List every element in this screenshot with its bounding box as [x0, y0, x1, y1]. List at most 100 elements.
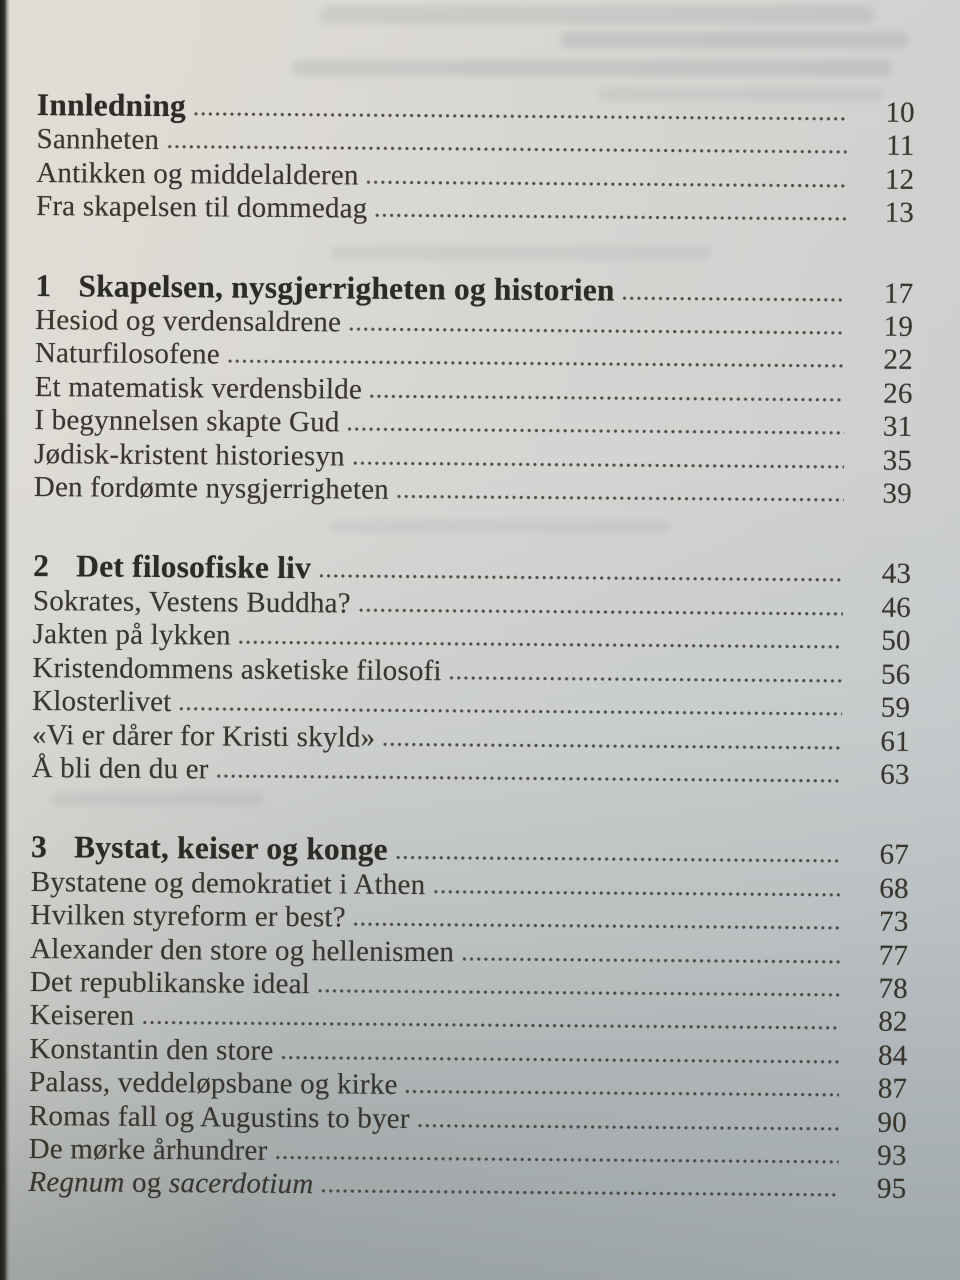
page-number: 90 [877, 1106, 908, 1139]
toc-section: Innledning 10 Sannheten 11 Antikken og midde… [36, 87, 915, 231]
toc-content: Innledning 10 Sannheten 11 Antikken og midde… [28, 87, 915, 1207]
dot-leader [366, 179, 847, 189]
page-number: 50 [881, 624, 911, 658]
dot-leader [433, 888, 841, 898]
toc-section: 2 Det filosofiske liv 43 Sokrates, Vestens … [32, 548, 912, 792]
page-number: 17 [883, 277, 914, 310]
entry-title: Romas fall og Augustins to byer [28, 1099, 410, 1135]
page-number: 95 [876, 1173, 907, 1206]
heading-title: Innledning [36, 87, 187, 124]
page-number: 10 [885, 96, 915, 129]
dot-leader [395, 855, 841, 864]
entry-title: Konstantin den store [29, 1032, 274, 1067]
dot-leader [417, 1122, 839, 1131]
dot-leader [347, 426, 845, 436]
page-number: 78 [878, 972, 909, 1005]
dot-leader [462, 955, 841, 964]
toc-list: Innledning 10 Sannheten 11 Antikken og midde… [28, 87, 915, 1207]
dot-leader [352, 460, 845, 470]
entry-title: Regnum og sacerdotium [28, 1166, 313, 1202]
showthrough-text-ghost [320, 6, 875, 24]
showthrough-text-ghost [292, 60, 892, 76]
page-number: 56 [880, 658, 911, 691]
entry-title: Bystatene og demokratiet i Athen [30, 865, 426, 901]
dot-leader [227, 358, 845, 369]
toc-section: 3 Bystat, keiser og konge 67 Bystatene og d… [28, 829, 910, 1206]
page-number: 22 [883, 344, 914, 377]
dot-leader [358, 607, 843, 617]
page-number: 84 [877, 1039, 908, 1072]
entry-title: Sannheten [36, 123, 160, 157]
page-number: 13 [884, 196, 915, 230]
heading-title: Skapelsen, nysgjerrigheten og historien [78, 267, 615, 308]
chapter-number: 1 [35, 267, 52, 303]
toc-entry-row: Fra skapelsen til dommedag 13 [36, 190, 914, 230]
entry-title: Naturfilosofene [34, 337, 221, 371]
dot-leader [622, 295, 846, 302]
page-number: 87 [877, 1072, 908, 1106]
page-number: 46 [881, 591, 912, 624]
dot-leader [179, 706, 843, 717]
dot-leader [405, 1089, 840, 1098]
entry-title: Antikken og middelalderen [36, 156, 359, 192]
showthrough-text-ghost [330, 520, 670, 533]
entry-title: Klosterlivet [32, 685, 172, 719]
page-number: 26 [883, 377, 913, 410]
entry-title: Palass, veddeløpsbane og kirke [29, 1066, 398, 1102]
dot-leader [238, 639, 843, 650]
page-number: 73 [878, 905, 909, 938]
page-number: 77 [878, 939, 909, 972]
entry-title: Sokrates, Vestens Buddha? [32, 584, 351, 620]
page-number: 35 [882, 444, 913, 477]
page-number: 68 [879, 872, 909, 905]
entry-title: I begynnelsen skapte Gud [34, 404, 340, 439]
dot-leader [281, 1054, 840, 1065]
entry-title: Hesiod og verdensaldrene [35, 304, 342, 339]
dot-leader [216, 773, 842, 784]
entry-title: Fra skapelsen til dommedag [35, 190, 368, 225]
dot-leader [321, 1188, 839, 1198]
entry-title: Kristendommens asketiske filosofi [32, 651, 442, 687]
page-number: 11 [886, 130, 915, 163]
dot-leader [317, 988, 840, 998]
entry-title-segment: Regnum [28, 1166, 125, 1200]
entry-title: Å bli den du er [31, 751, 209, 786]
entry-title: Alexander den store og hellenismen [30, 932, 455, 968]
entry-title-segment: og [124, 1167, 170, 1200]
dot-leader [167, 144, 847, 155]
page-number: 82 [878, 1005, 908, 1039]
entry-title: Jødisk-kristent historiesyn [34, 437, 345, 473]
showthrough-text-ghost [598, 88, 883, 101]
toc-entry-row: Å bli den du er 63 [32, 752, 910, 792]
showthrough-text-ghost [330, 246, 710, 260]
dot-leader [193, 111, 847, 122]
page-number: 93 [877, 1139, 907, 1172]
dot-leader [318, 573, 844, 583]
entry-title: Den fordømte nysgjerrigheten [33, 471, 390, 506]
entry-title: Et matematisk verdensbilde [34, 370, 363, 406]
entry-title: De mørke århundrer [28, 1132, 268, 1167]
toc-entry-row: Den fordømte nysgjerrigheten 39 [34, 471, 912, 511]
dot-leader [375, 212, 847, 222]
toc-entry-row: Regnum og sacerdotium 95 [28, 1166, 906, 1206]
entry-title-segment: sacerdotium [168, 1167, 314, 1201]
dot-leader [369, 393, 845, 403]
dot-leader [383, 741, 842, 750]
dot-leader [142, 1020, 840, 1031]
toc-section: 1 Skapelsen, nysgjerrigheten og historien… [34, 267, 914, 512]
entry-title: Jakten på lykken [32, 618, 231, 652]
heading-title: Bystat, keiser og konge [73, 829, 388, 868]
entry-title: Hvilken styreform er best? [30, 899, 346, 934]
page-number: 67 [879, 838, 910, 872]
page-number: 12 [884, 163, 915, 196]
chapter-number: 3 [30, 829, 48, 865]
entry-title: Det republikanske ideal [29, 965, 311, 1001]
showthrough-text-ghost [560, 32, 908, 48]
entry-title: Keiseren [29, 999, 135, 1033]
dot-leader [353, 921, 841, 931]
dot-leader [449, 674, 843, 684]
dot-leader [275, 1154, 839, 1165]
page-number: 59 [880, 691, 911, 724]
heading-title: Det filosofiske liv [76, 548, 312, 586]
